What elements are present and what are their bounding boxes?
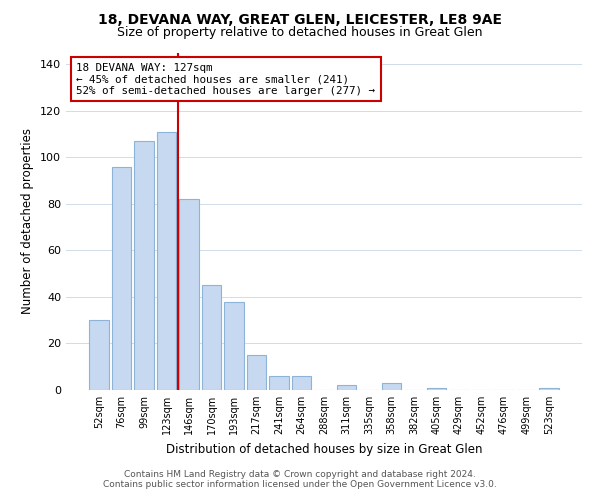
Y-axis label: Number of detached properties: Number of detached properties — [22, 128, 34, 314]
Bar — [337, 386, 356, 390]
Bar — [202, 286, 221, 390]
Bar — [179, 199, 199, 390]
Bar — [157, 132, 176, 390]
Bar — [224, 302, 244, 390]
X-axis label: Distribution of detached houses by size in Great Glen: Distribution of detached houses by size … — [166, 442, 482, 456]
Text: Contains HM Land Registry data © Crown copyright and database right 2024.
Contai: Contains HM Land Registry data © Crown c… — [103, 470, 497, 489]
Bar — [112, 166, 131, 390]
Bar — [427, 388, 446, 390]
Bar — [292, 376, 311, 390]
Text: Size of property relative to detached houses in Great Glen: Size of property relative to detached ho… — [117, 26, 483, 39]
Bar — [247, 355, 266, 390]
Bar — [382, 383, 401, 390]
Bar — [89, 320, 109, 390]
Bar — [134, 141, 154, 390]
Bar — [269, 376, 289, 390]
Text: 18 DEVANA WAY: 127sqm
← 45% of detached houses are smaller (241)
52% of semi-det: 18 DEVANA WAY: 127sqm ← 45% of detached … — [76, 62, 376, 96]
Text: 18, DEVANA WAY, GREAT GLEN, LEICESTER, LE8 9AE: 18, DEVANA WAY, GREAT GLEN, LEICESTER, L… — [98, 12, 502, 26]
Bar — [539, 388, 559, 390]
